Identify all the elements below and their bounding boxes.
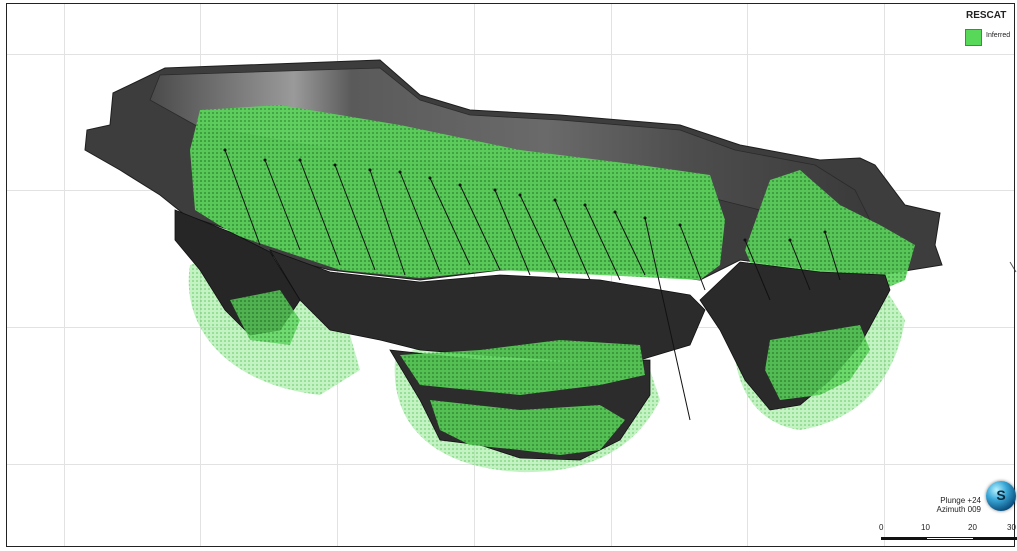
scale-tick-label: 10 — [921, 523, 930, 532]
drill-holes — [224, 149, 841, 421]
orebody-band-left — [230, 290, 300, 345]
compass-direction-label: S — [996, 487, 1006, 503]
scale-bar: 0 10 20 30 — [876, 523, 1017, 547]
grid-line — [64, 3, 65, 547]
legend: RESCAT Inferred — [958, 8, 1014, 52]
stray-drill-hole — [1009, 261, 1017, 273]
orientation-globe-icon[interactable]: S — [986, 481, 1016, 511]
scale-segment — [881, 537, 927, 540]
legend-label-inferred: Inferred — [986, 32, 1011, 39]
grid-line — [474, 3, 475, 547]
pit-bench-center — [269, 249, 706, 361]
plunge-label: Plunge +24 — [940, 496, 981, 505]
grid-line — [6, 54, 1015, 55]
legend-swatch-inferred — [965, 29, 982, 46]
viewport-border — [6, 3, 1015, 547]
scale-segment — [927, 537, 973, 540]
orebody-band-low — [430, 400, 625, 455]
scale-tick-label: 20 — [968, 523, 977, 532]
legend-title: RESCAT — [966, 10, 1007, 21]
orebody-band-right — [765, 325, 870, 400]
drill-hole-collars — [223, 148, 827, 242]
orebody-right-lobe — [745, 170, 915, 295]
orebody-main — [190, 105, 725, 280]
scale-tick-label: 30 — [1007, 523, 1016, 532]
azimuth-label: Azimuth 009 — [936, 505, 981, 514]
scale-segment — [973, 537, 1017, 540]
orientation-readout: Plunge +24 Azimuth 009 — [905, 496, 981, 514]
orebody-band-mid — [400, 340, 645, 395]
scale-tick-label: 0 — [879, 523, 884, 532]
